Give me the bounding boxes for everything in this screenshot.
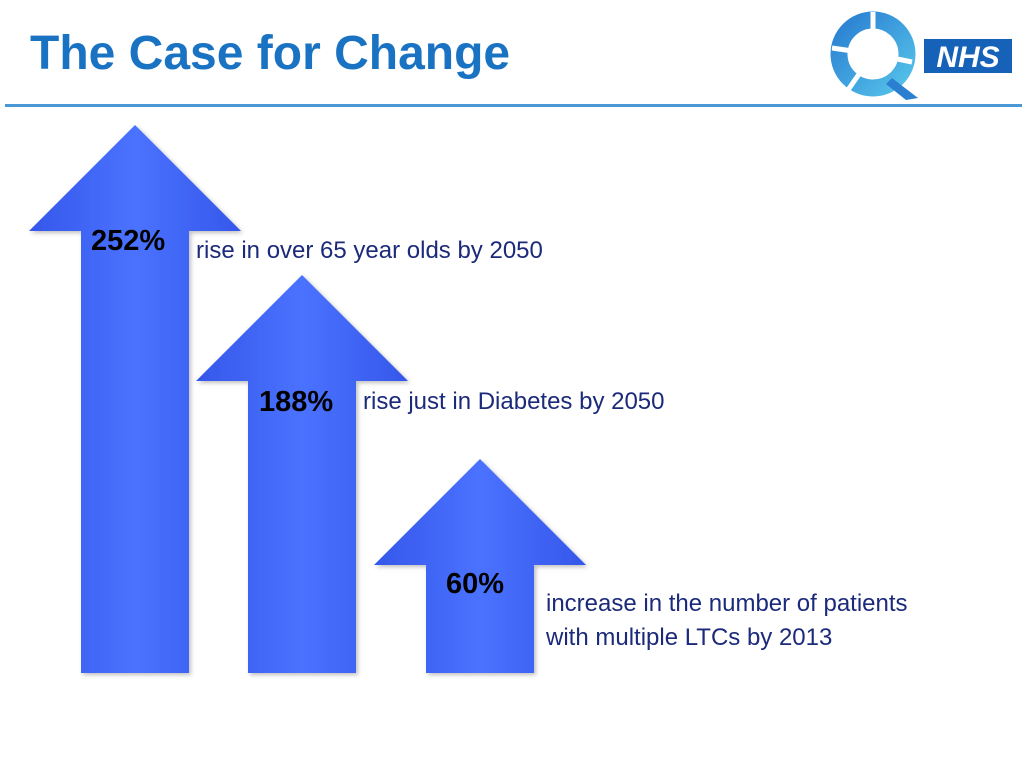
title-divider bbox=[5, 104, 1022, 107]
arrow-up-icon-small bbox=[374, 459, 586, 673]
q-ring-icon bbox=[830, 11, 918, 100]
stat-value-over-65: 252% bbox=[91, 225, 166, 257]
stat-description-ltcs: increase in the number of patients with … bbox=[546, 587, 908, 655]
slide-title: The Case for Change bbox=[30, 27, 511, 80]
nhs-logo: NHS bbox=[830, 11, 1012, 100]
arrow-up-icon-large bbox=[29, 125, 241, 673]
nhs-wordmark: NHS bbox=[924, 39, 1012, 74]
stat-description-ltcs-line1: increase in the number of patients bbox=[546, 590, 908, 617]
stat-description-diabetes: rise just in Diabetes by 2050 bbox=[363, 388, 665, 415]
nhs-text: NHS bbox=[936, 41, 999, 74]
stat-description-ltcs-line2: with multiple LTCs by 2013 bbox=[546, 624, 833, 651]
stat-value-ltcs: 60% bbox=[446, 568, 505, 600]
stat-value-diabetes: 188% bbox=[259, 386, 334, 418]
stat-description-over-65: rise in over 65 year olds by 2050 bbox=[196, 237, 543, 264]
arrow-up-icon-medium bbox=[196, 275, 408, 673]
